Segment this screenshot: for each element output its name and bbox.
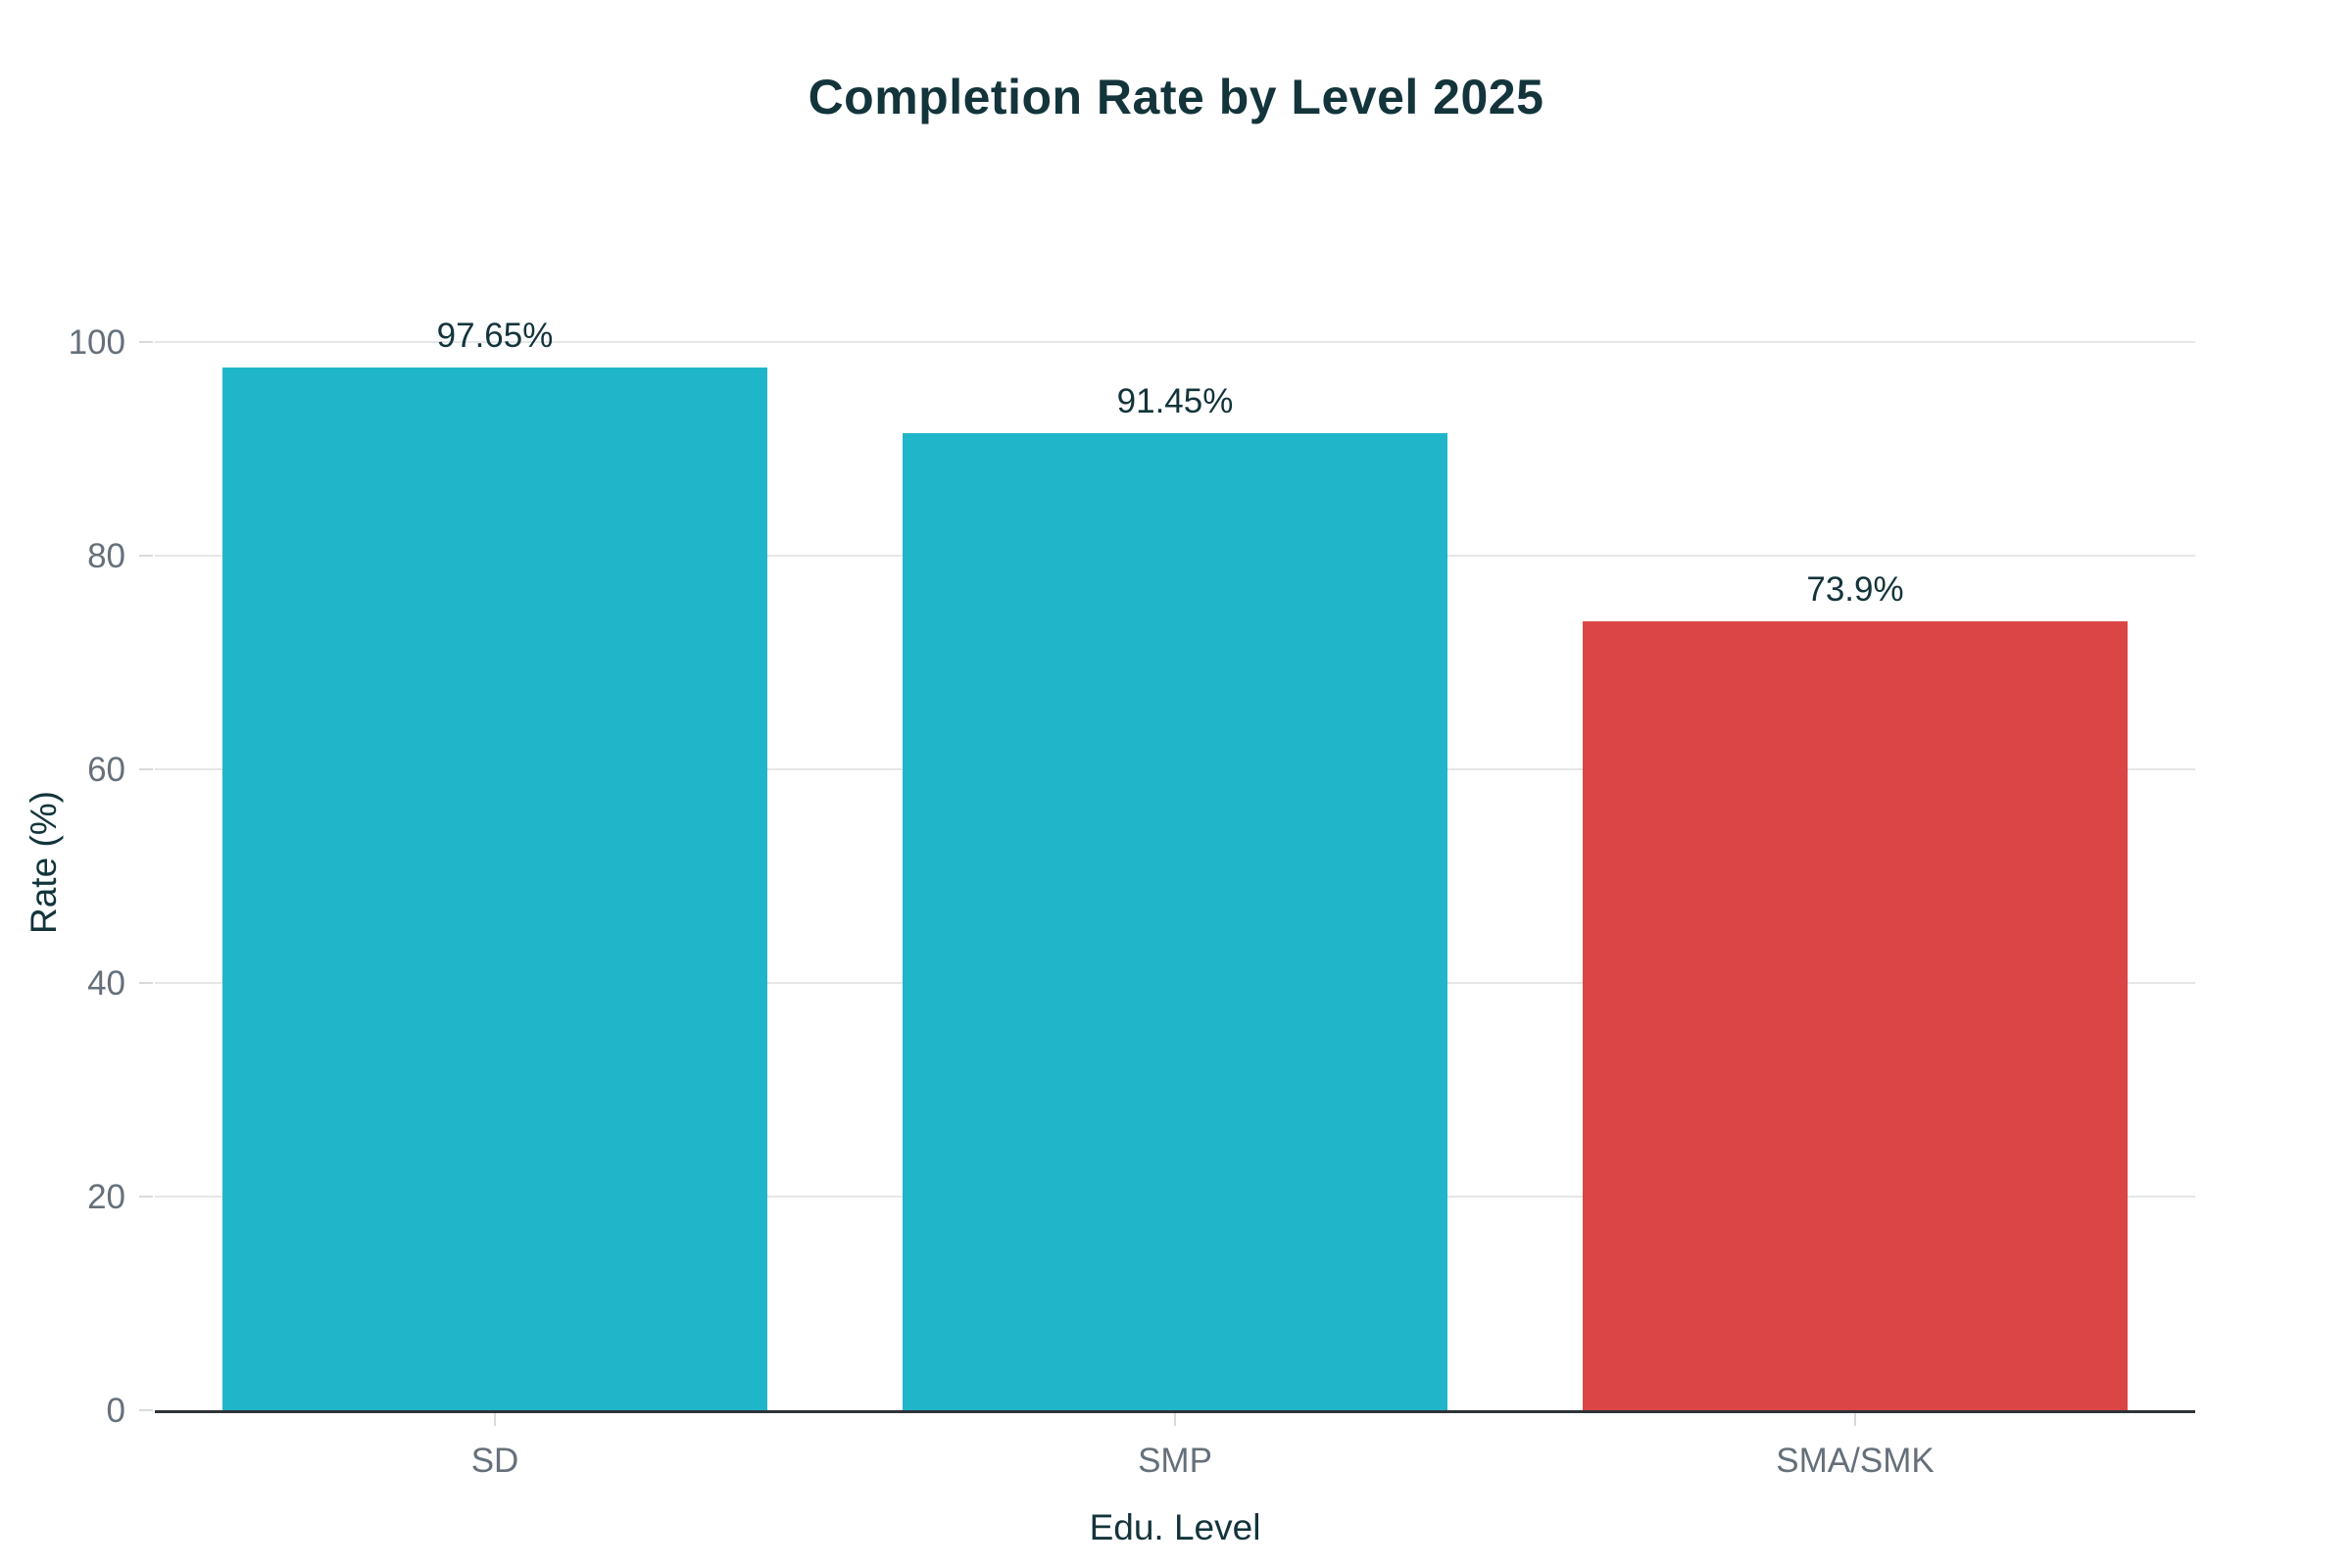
y-tick-label-100: 100 bbox=[68, 323, 125, 362]
gridline-100 bbox=[155, 341, 2195, 343]
y-tick-20 bbox=[139, 1196, 153, 1198]
x-tick-label-SMA/SMK: SMA/SMK bbox=[1776, 1442, 1935, 1480]
x-tick-label-SMP: SMP bbox=[1138, 1442, 1212, 1480]
x-tick-label-SD: SD bbox=[470, 1442, 519, 1480]
y-tick-80 bbox=[139, 555, 153, 557]
chart-title: Completion Rate by Level 2025 bbox=[808, 70, 1544, 124]
y-tick-label-0: 0 bbox=[106, 1392, 125, 1430]
bar-value-label-SD: 97.65% bbox=[436, 316, 554, 355]
bar-value-label-SMP: 91.45% bbox=[1116, 382, 1234, 421]
x-tick-SMP bbox=[1174, 1413, 1176, 1426]
x-tick-SD bbox=[494, 1413, 496, 1426]
y-tick-label-80: 80 bbox=[87, 537, 125, 575]
bar-SD bbox=[222, 367, 767, 1410]
y-tick-100 bbox=[139, 341, 153, 343]
y-tick-40 bbox=[139, 982, 153, 984]
bar-value-label-SMA/SMK: 73.9% bbox=[1806, 569, 1904, 609]
bar-SMA/SMK bbox=[1583, 620, 2128, 1410]
x-axis-title: Edu. Level bbox=[1089, 1507, 1261, 1547]
y-axis-title: Rate (%) bbox=[24, 791, 64, 934]
bar-SMP bbox=[903, 433, 1447, 1410]
y-tick-label-40: 40 bbox=[87, 964, 125, 1003]
y-tick-label-20: 20 bbox=[87, 1178, 125, 1216]
y-tick-60 bbox=[139, 768, 153, 770]
x-tick-SMA/SMK bbox=[1854, 1413, 1856, 1426]
y-tick-0 bbox=[139, 1409, 153, 1411]
y-tick-label-60: 60 bbox=[87, 751, 125, 789]
plot-area: 0 20 40 60 80 100 97.65% SD 91.45% SMP 73.9% SMA/SM… bbox=[69, 317, 2195, 1480]
